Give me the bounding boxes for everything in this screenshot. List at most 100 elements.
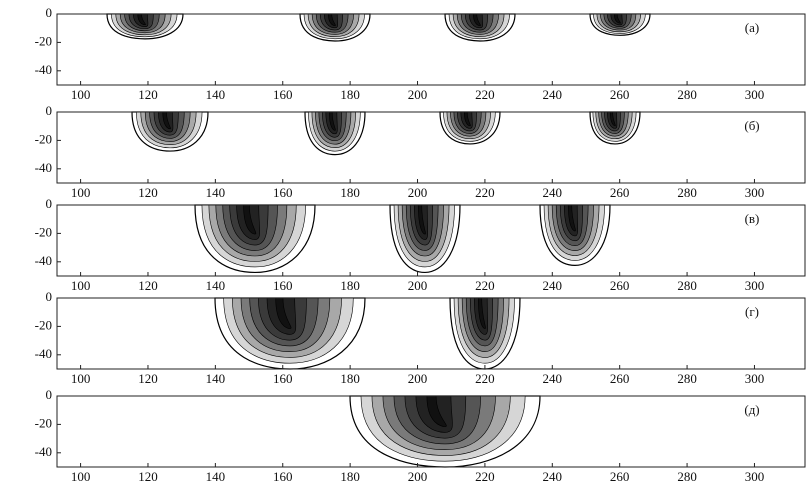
- x-tick-label: 280: [677, 185, 697, 200]
- x-tick-label: 260: [610, 87, 630, 102]
- contour-level: [418, 204, 426, 235]
- contour-level: [162, 111, 171, 130]
- contour-level: [426, 395, 447, 427]
- x-tick-label: 240: [543, 278, 563, 293]
- x-tick-label: 180: [340, 469, 360, 481]
- x-tick-label: 160: [273, 185, 293, 200]
- x-tick-label: 120: [138, 371, 158, 386]
- x-tick-label: 220: [475, 185, 495, 200]
- x-tick-label: 160: [273, 371, 293, 386]
- contour-field: [106, 13, 651, 42]
- x-tick-label: 240: [543, 87, 563, 102]
- x-tick-label: 300: [745, 469, 765, 481]
- x-tick-label: 200: [408, 87, 428, 102]
- contour-level: [328, 13, 336, 26]
- x-tick-label: 120: [138, 185, 158, 200]
- x-tick-label: 180: [340, 278, 360, 293]
- x-tick-label: 180: [340, 185, 360, 200]
- x-tick-label: 200: [408, 185, 428, 200]
- contour-level: [613, 13, 621, 24]
- y-tick-label: -40: [35, 253, 52, 268]
- x-tick-label: 100: [71, 371, 91, 386]
- panel-label: (д): [744, 402, 759, 417]
- x-tick-label: 260: [610, 371, 630, 386]
- y-tick-label: -20: [35, 415, 52, 430]
- x-tick-label: 280: [677, 278, 697, 293]
- panel-label: (г): [745, 304, 759, 319]
- contour-level: [478, 297, 486, 329]
- y-tick-label: -40: [35, 444, 52, 459]
- x-tick-label: 300: [745, 371, 765, 386]
- panel-label: (б): [744, 118, 759, 133]
- y-tick-label: -20: [35, 131, 52, 146]
- contour-field: [349, 395, 541, 468]
- x-tick-label: 200: [408, 278, 428, 293]
- contour-field: [214, 297, 521, 370]
- x-tick-label: 200: [408, 469, 428, 481]
- x-tick-label: 120: [138, 469, 158, 481]
- x-tick-label: 300: [745, 87, 765, 102]
- x-tick-label: 180: [340, 87, 360, 102]
- x-tick-label: 260: [610, 278, 630, 293]
- y-tick-label: 0: [46, 289, 53, 304]
- x-tick-label: 180: [340, 371, 360, 386]
- plot-frame: [56, 13, 806, 86]
- contour-level: [137, 13, 146, 26]
- y-tick-label: 0: [46, 196, 53, 211]
- x-tick-label: 120: [138, 278, 158, 293]
- contour-level: [243, 204, 257, 235]
- x-tick-label: 140: [206, 87, 226, 102]
- x-tick-label: 100: [71, 87, 91, 102]
- y-tick-label: -40: [35, 62, 52, 77]
- contour-level: [275, 297, 292, 329]
- x-tick-label: 140: [206, 469, 226, 481]
- plot-frame: [56, 395, 806, 468]
- x-tick-label: 300: [745, 185, 765, 200]
- x-tick-label: 100: [71, 185, 91, 200]
- x-tick-label: 220: [475, 87, 495, 102]
- x-tick-label: 140: [206, 278, 226, 293]
- contour-level: [609, 111, 616, 127]
- y-tick-label: -40: [35, 160, 52, 175]
- x-tick-label: 120: [138, 87, 158, 102]
- x-tick-label: 160: [273, 87, 293, 102]
- y-tick-label: -20: [35, 224, 52, 239]
- x-tick-label: 220: [475, 278, 495, 293]
- contour-level: [328, 111, 336, 131]
- y-tick-label: -40: [35, 346, 52, 361]
- x-tick-label: 140: [206, 371, 226, 386]
- x-tick-label: 280: [677, 469, 697, 481]
- plot-frame: [56, 204, 806, 277]
- y-tick-label: -20: [35, 33, 52, 48]
- x-tick-label: 280: [677, 371, 697, 386]
- contour-field: [194, 204, 611, 274]
- panel-label: (в): [745, 211, 760, 226]
- x-tick-label: 260: [610, 469, 630, 481]
- x-tick-label: 300: [745, 278, 765, 293]
- plot-frame: [56, 111, 806, 184]
- x-tick-label: 240: [543, 469, 563, 481]
- x-tick-label: 140: [206, 185, 226, 200]
- x-tick-label: 100: [71, 278, 91, 293]
- y-tick-label: 0: [46, 103, 53, 118]
- x-tick-label: 280: [677, 87, 697, 102]
- y-tick-label: -20: [35, 317, 52, 332]
- contour-level: [568, 204, 576, 232]
- x-tick-label: 240: [543, 185, 563, 200]
- y-tick-label: 0: [46, 387, 53, 402]
- x-tick-label: 240: [543, 371, 563, 386]
- x-tick-label: 260: [610, 185, 630, 200]
- x-tick-label: 100: [71, 469, 91, 481]
- x-tick-label: 200: [408, 371, 428, 386]
- contour-field: [131, 111, 641, 156]
- x-tick-label: 220: [475, 469, 495, 481]
- contour-level: [473, 13, 481, 26]
- contour-level: [463, 111, 471, 127]
- x-tick-label: 160: [273, 278, 293, 293]
- x-tick-label: 160: [273, 469, 293, 481]
- panel-label: (a): [745, 20, 759, 35]
- plot-frame: [56, 297, 806, 370]
- x-tick-label: 220: [475, 371, 495, 386]
- y-tick-label: 0: [46, 5, 53, 20]
